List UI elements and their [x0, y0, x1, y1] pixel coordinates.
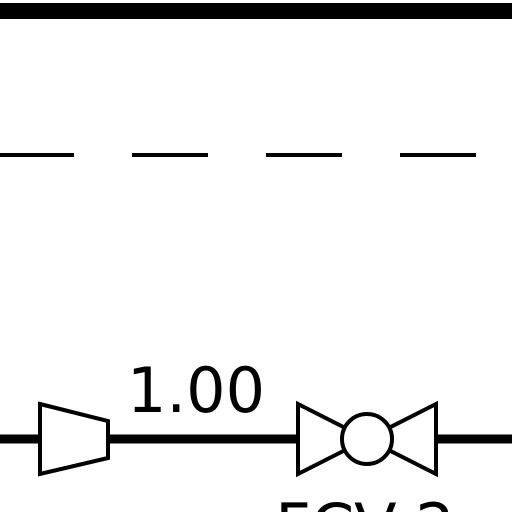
valve-circle — [340, 412, 394, 466]
valve-tag-label: FCV-2 — [275, 490, 455, 512]
control-valve-icon — [296, 400, 438, 478]
dimension-label: 1.00 — [127, 354, 265, 427]
pipe-reducer-icon — [38, 401, 110, 477]
valve-right-triangle — [362, 400, 438, 478]
valve-left-triangle — [296, 400, 372, 478]
